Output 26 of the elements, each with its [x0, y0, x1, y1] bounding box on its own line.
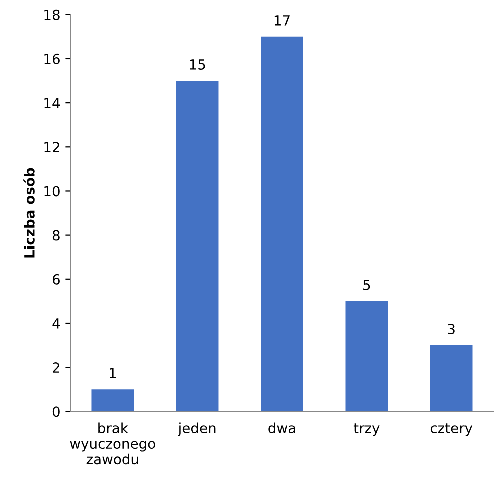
y-tick-label: 2	[53, 362, 60, 373]
x-tick-label: trzy	[354, 424, 380, 436]
x-tick-label: dwa	[268, 422, 296, 434]
y-tick-label: 10	[44, 186, 60, 197]
y-axis-title: Liczba osób	[24, 168, 35, 258]
y-tick-label: 6	[52, 274, 60, 285]
data-label: 15	[190, 60, 206, 70]
data-label: 5	[364, 280, 370, 290]
y-tick-label: 0	[52, 406, 60, 418]
bar	[430, 346, 473, 412]
y-tick-label: 4	[52, 318, 60, 329]
bar	[92, 390, 134, 412]
x-tick-label: jeden	[178, 422, 216, 436]
y-tick-label: 14	[44, 98, 60, 108]
x-tick-label: cztery	[430, 424, 473, 436]
bar	[261, 36, 304, 412]
bar	[346, 301, 388, 412]
data-label: 1	[110, 368, 116, 378]
bar	[176, 81, 219, 412]
y-tick-label: 18	[44, 10, 60, 20]
data-label: 17	[274, 16, 290, 26]
y-tick-label: 8	[52, 230, 60, 241]
y-tick-label: 16	[44, 54, 60, 64]
x-tick-label: brak wyuczonego zawodu	[70, 422, 156, 465]
y-tick-label: 12	[44, 142, 60, 152]
data-label: 3	[448, 324, 455, 335]
